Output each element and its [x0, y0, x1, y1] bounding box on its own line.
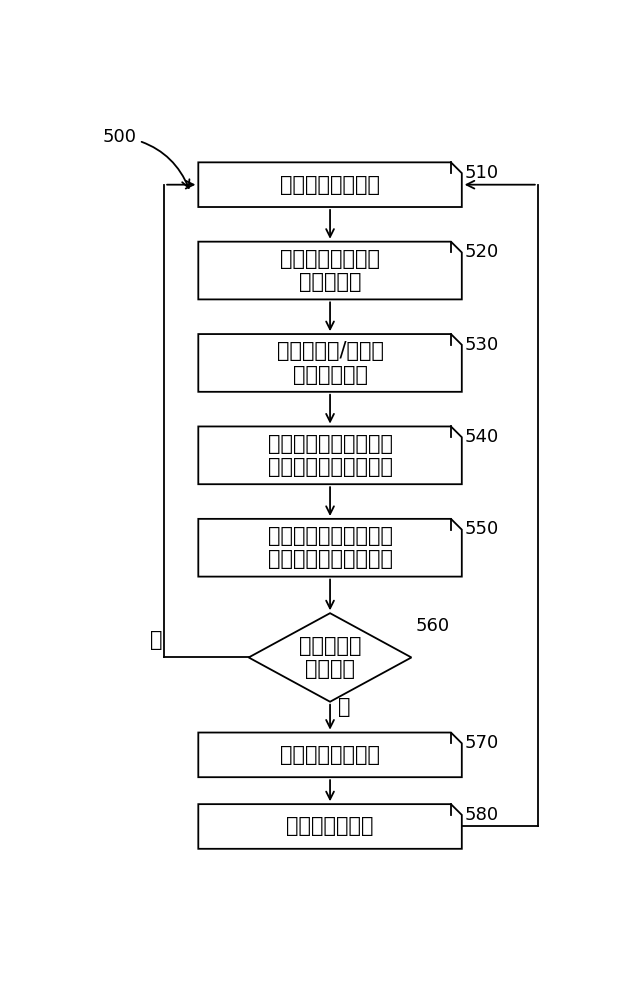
PathPatch shape: [198, 334, 462, 392]
Text: 将输入修改成期望
的显示格式: 将输入修改成期望 的显示格式: [280, 249, 380, 292]
PathPatch shape: [198, 804, 462, 849]
Text: 510: 510: [465, 164, 499, 182]
Text: 550: 550: [465, 520, 499, 538]
Text: 读取像素亮度的目前值
并且将其用于确定范围: 读取像素亮度的目前值 并且将其用于确定范围: [267, 434, 393, 477]
Text: 520: 520: [465, 243, 499, 261]
Text: 否: 否: [150, 630, 163, 650]
Text: 530: 530: [465, 336, 499, 354]
Text: 基于针对该范围授给的
增量百分比递增像素值: 基于针对该范围授给的 增量百分比递增像素值: [267, 526, 393, 569]
PathPatch shape: [198, 733, 462, 777]
PathPatch shape: [198, 519, 462, 577]
PathPatch shape: [198, 426, 462, 484]
Text: 对于每个输入样本: 对于每个输入样本: [280, 175, 380, 195]
PathPatch shape: [198, 242, 462, 299]
PathPatch shape: [198, 162, 462, 207]
Text: 580: 580: [465, 806, 499, 824]
Text: 500: 500: [102, 128, 189, 188]
Text: 540: 540: [465, 428, 499, 446]
Text: 到更新显示
的时间？: 到更新显示 的时间？: [299, 636, 361, 679]
Text: 是: 是: [338, 697, 350, 717]
Polygon shape: [249, 613, 412, 702]
Text: 将数据示出为波形: 将数据示出为波形: [280, 745, 380, 765]
Text: 570: 570: [465, 734, 499, 752]
Text: 清除累积存储器: 清除累积存储器: [287, 816, 374, 836]
Text: 使用波形和/或时基
创建像素地址: 使用波形和/或时基 创建像素地址: [276, 341, 384, 385]
Text: 560: 560: [415, 617, 450, 635]
